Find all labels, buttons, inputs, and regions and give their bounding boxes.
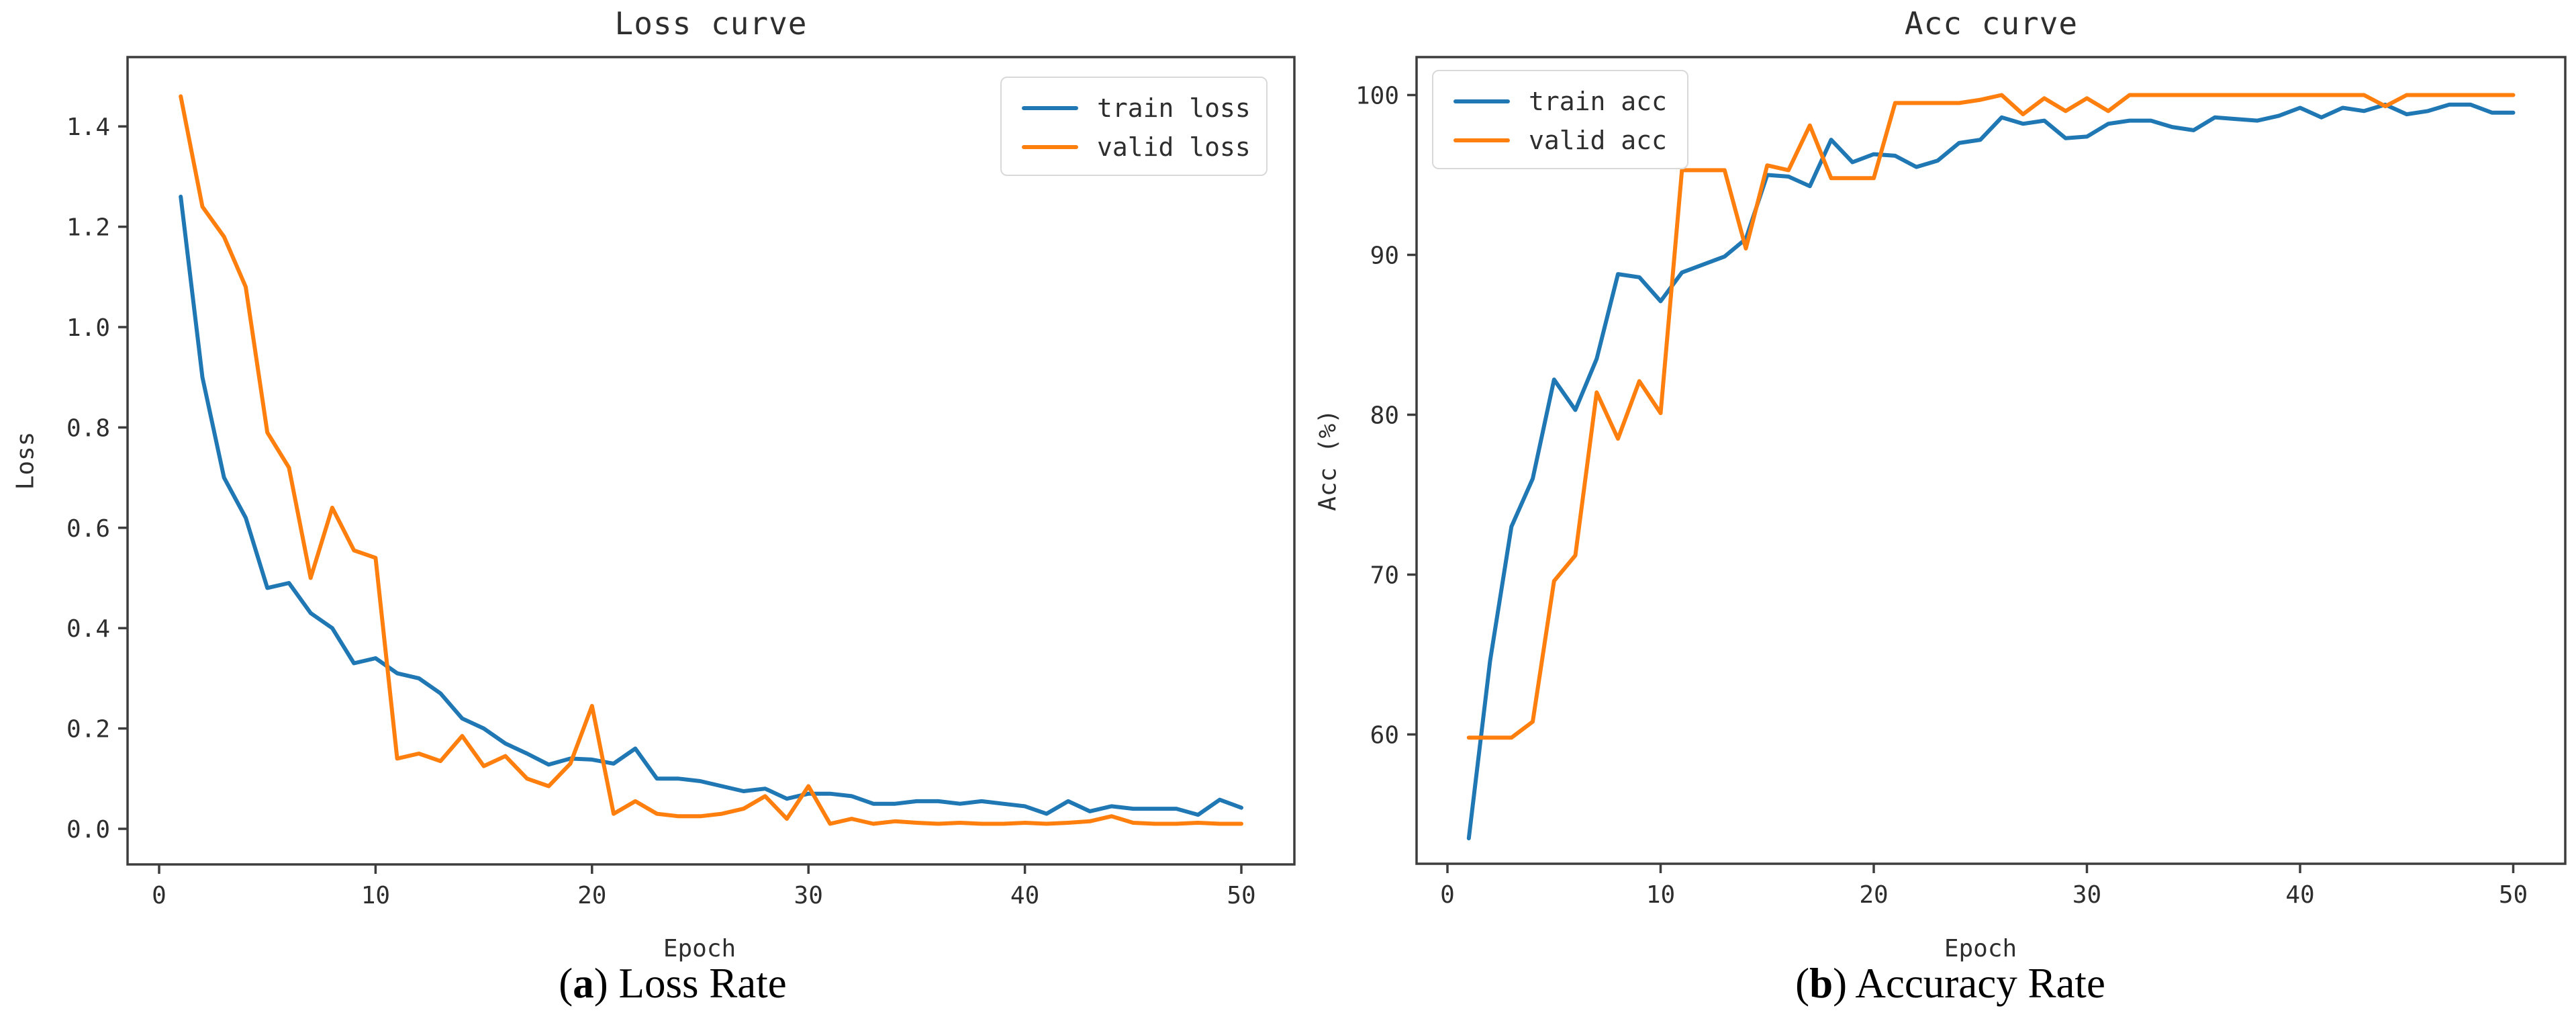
- chart-a-xlabel: Epoch: [663, 935, 736, 962]
- legend-item-valid-acc: valid acc: [1453, 122, 1671, 159]
- x-tick-label: 0: [152, 882, 166, 909]
- train-acc-line-swatch: [1453, 99, 1510, 103]
- train-loss-line-swatch: [1022, 106, 1078, 110]
- y-tick-label: 0.0: [66, 816, 110, 844]
- legend-label: valid acc: [1529, 126, 1667, 155]
- valid-acc-line-swatch: [1453, 138, 1510, 142]
- y-tick-label: 0.6: [66, 515, 110, 543]
- x-tick-label: 20: [1859, 881, 1888, 909]
- y-tick-label: 80: [1370, 402, 1399, 430]
- axes-spines: [126, 56, 1296, 866]
- legend-item-train-acc: train acc: [1453, 83, 1671, 120]
- chart-b-ylabel: Acc (%): [1314, 409, 1342, 511]
- caption-b: (b) Accuracy Rate: [1795, 959, 2105, 1008]
- x-tick-label: 50: [1227, 882, 1255, 909]
- x-tick-label: 10: [1646, 881, 1675, 909]
- legend-item-valid-loss: valid loss: [1022, 128, 1251, 166]
- y-tick-label: 1.4: [66, 114, 110, 141]
- y-tick-label: 0.8: [66, 414, 110, 442]
- y-tick-label: 90: [1370, 242, 1399, 270]
- y-tick-label: 60: [1370, 722, 1399, 750]
- series-train-acc: [1466, 102, 2516, 841]
- y-tick-label: 100: [1355, 83, 1399, 110]
- valid-loss-line-swatch: [1022, 145, 1078, 149]
- x-tick-label: 20: [577, 882, 606, 909]
- x-tick-label: 10: [361, 882, 390, 909]
- chart-a-ylabel: Loss: [11, 431, 40, 490]
- caption-b-open: (: [1795, 960, 1810, 1007]
- chart-a-axes: 0 10 20 30 40 50 0.0 0.2 0.4 0.6 0.8 1.0 1.2 1.4: [66, 56, 1296, 909]
- legend-item-train-loss: train loss: [1022, 89, 1251, 127]
- chart-b-legend: train acc valid acc: [1432, 70, 1688, 169]
- chart-a-title: Loss curve: [614, 5, 808, 42]
- x-tick-label: 40: [2285, 881, 2314, 909]
- caption-a-rest: ) Loss Rate: [593, 960, 787, 1007]
- caption-b-letter: b: [1809, 960, 1833, 1007]
- y-tick-label: 0.4: [66, 615, 110, 643]
- series-valid-acc: [1466, 93, 2516, 740]
- x-tick-label: 30: [2072, 881, 2101, 909]
- caption-a-letter: a: [573, 960, 594, 1007]
- y-tick-label: 70: [1370, 562, 1399, 590]
- x-tick-label: 40: [1010, 882, 1039, 909]
- caption-a-open: (: [559, 960, 573, 1007]
- y-tick-label: 1.0: [66, 314, 110, 342]
- series-train-loss: [179, 194, 1243, 817]
- y-tick-label: 1.2: [66, 214, 110, 242]
- caption-a: (a) Loss Rate: [559, 959, 786, 1008]
- legend-label: train acc: [1529, 87, 1667, 116]
- axes-spines: [1415, 56, 2567, 865]
- chart-b-xlabel: Epoch: [1944, 935, 2017, 962]
- caption-b-rest: ) Accuracy Rate: [1833, 960, 2105, 1007]
- x-tick-label: 50: [2499, 881, 2528, 909]
- chart-b-title: Acc curve: [1904, 5, 2079, 42]
- x-tick-label: 30: [794, 882, 823, 909]
- series-valid-loss: [179, 94, 1243, 826]
- legend-label: valid loss: [1097, 132, 1251, 162]
- y-tick-label: 0.2: [66, 716, 110, 744]
- legend-label: train loss: [1097, 93, 1251, 123]
- x-tick-label: 0: [1440, 881, 1455, 909]
- chart-a-legend: train loss valid loss: [1000, 77, 1268, 176]
- chart-b-axes: 0 10 20 30 40 50 60 70 80 90 100: [1355, 56, 2567, 909]
